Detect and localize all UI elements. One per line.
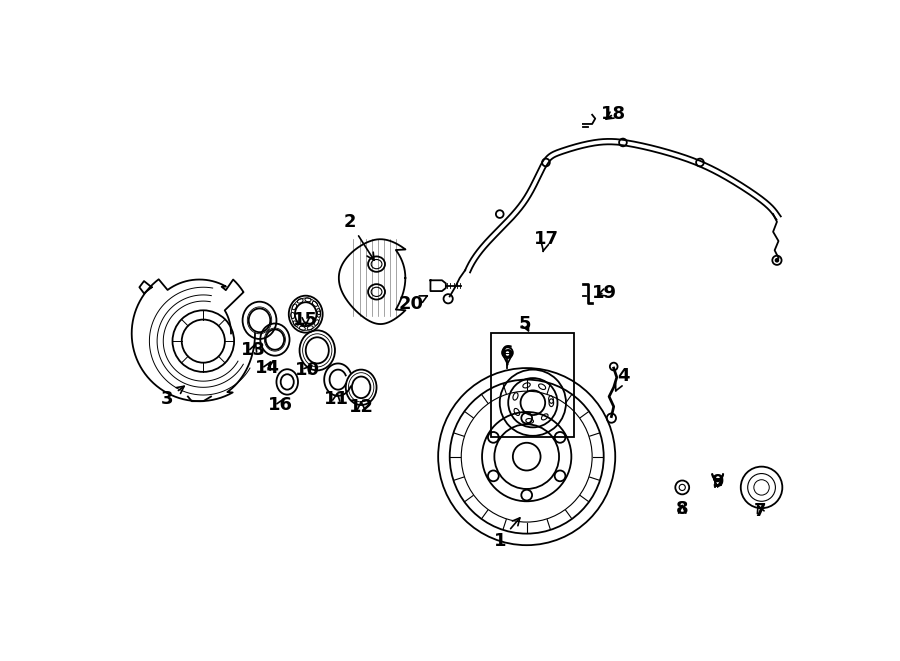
Text: 3: 3 [161,386,184,408]
Text: 9: 9 [711,473,724,491]
Text: 19: 19 [592,284,617,301]
Text: 1: 1 [493,518,520,551]
Text: 5: 5 [519,315,531,333]
Bar [491,333,573,438]
Text: 16: 16 [268,396,292,414]
Circle shape [775,258,779,262]
Circle shape [696,159,704,167]
Text: 10: 10 [295,362,319,379]
Text: 2: 2 [344,213,374,260]
Text: 17: 17 [534,231,558,251]
Text: 20: 20 [399,295,427,313]
Text: 15: 15 [293,311,319,329]
Circle shape [619,139,626,146]
Circle shape [496,210,504,218]
Text: 14: 14 [255,359,280,377]
Text: 4: 4 [616,367,629,391]
Text: 6: 6 [501,344,514,365]
Text: 13: 13 [241,341,266,360]
Circle shape [542,159,550,167]
Text: 18: 18 [601,105,626,123]
Text: 12: 12 [348,397,374,416]
Text: 7: 7 [754,502,766,520]
Text: 11: 11 [324,390,349,408]
Text: 8: 8 [676,500,688,518]
